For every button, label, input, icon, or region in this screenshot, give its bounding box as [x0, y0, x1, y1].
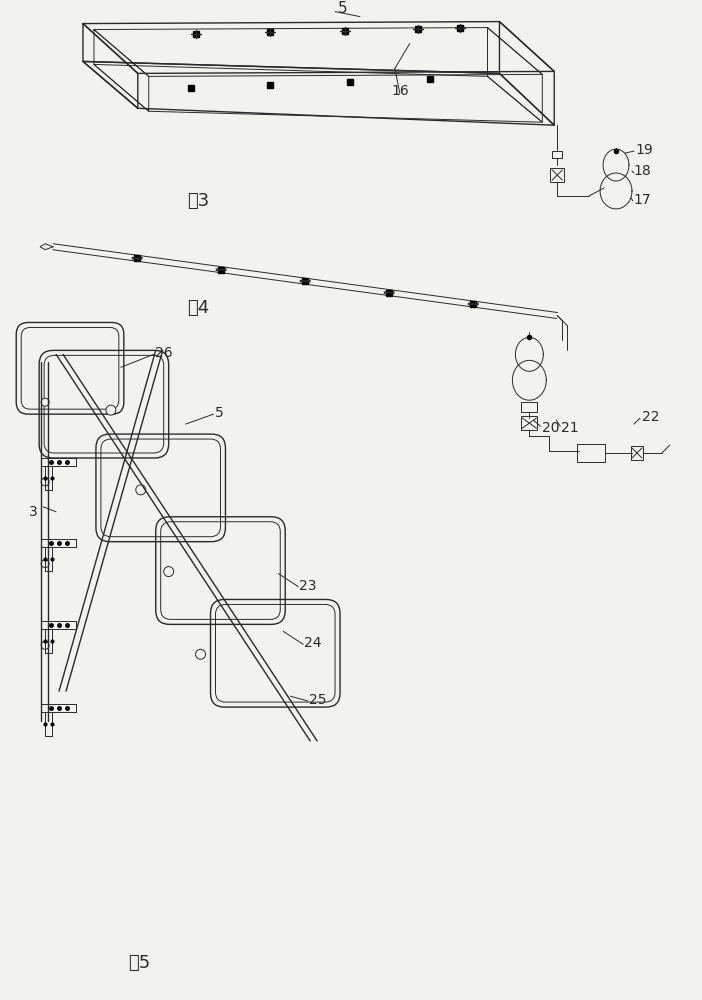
Text: 3: 3 [29, 505, 38, 519]
Text: 5: 5 [215, 406, 223, 420]
Bar [577, 444, 605, 462]
Text: 16: 16 [392, 84, 409, 98]
Text: 图4: 图4 [187, 299, 210, 317]
Circle shape [41, 398, 49, 406]
Circle shape [164, 567, 173, 577]
Circle shape [135, 485, 146, 495]
Bar [522, 402, 537, 412]
Text: 20: 20 [543, 421, 559, 435]
Text: 18: 18 [633, 164, 651, 178]
Circle shape [196, 649, 206, 659]
Text: 5: 5 [338, 1, 347, 16]
Text: 21: 21 [561, 421, 579, 435]
Circle shape [41, 641, 49, 649]
Bar [631, 446, 643, 460]
Text: 26: 26 [154, 346, 173, 360]
Text: 图3: 图3 [187, 192, 210, 210]
Bar [550, 168, 564, 182]
Circle shape [106, 405, 116, 415]
Text: 图5: 图5 [128, 954, 150, 972]
Text: 24: 24 [304, 636, 322, 650]
Text: 23: 23 [299, 579, 317, 593]
Circle shape [41, 560, 49, 568]
Circle shape [41, 478, 49, 486]
Text: 22: 22 [642, 410, 659, 424]
Bar [522, 416, 537, 430]
Text: 17: 17 [633, 193, 651, 207]
Text: 19: 19 [635, 143, 653, 157]
Text: 25: 25 [309, 693, 326, 707]
